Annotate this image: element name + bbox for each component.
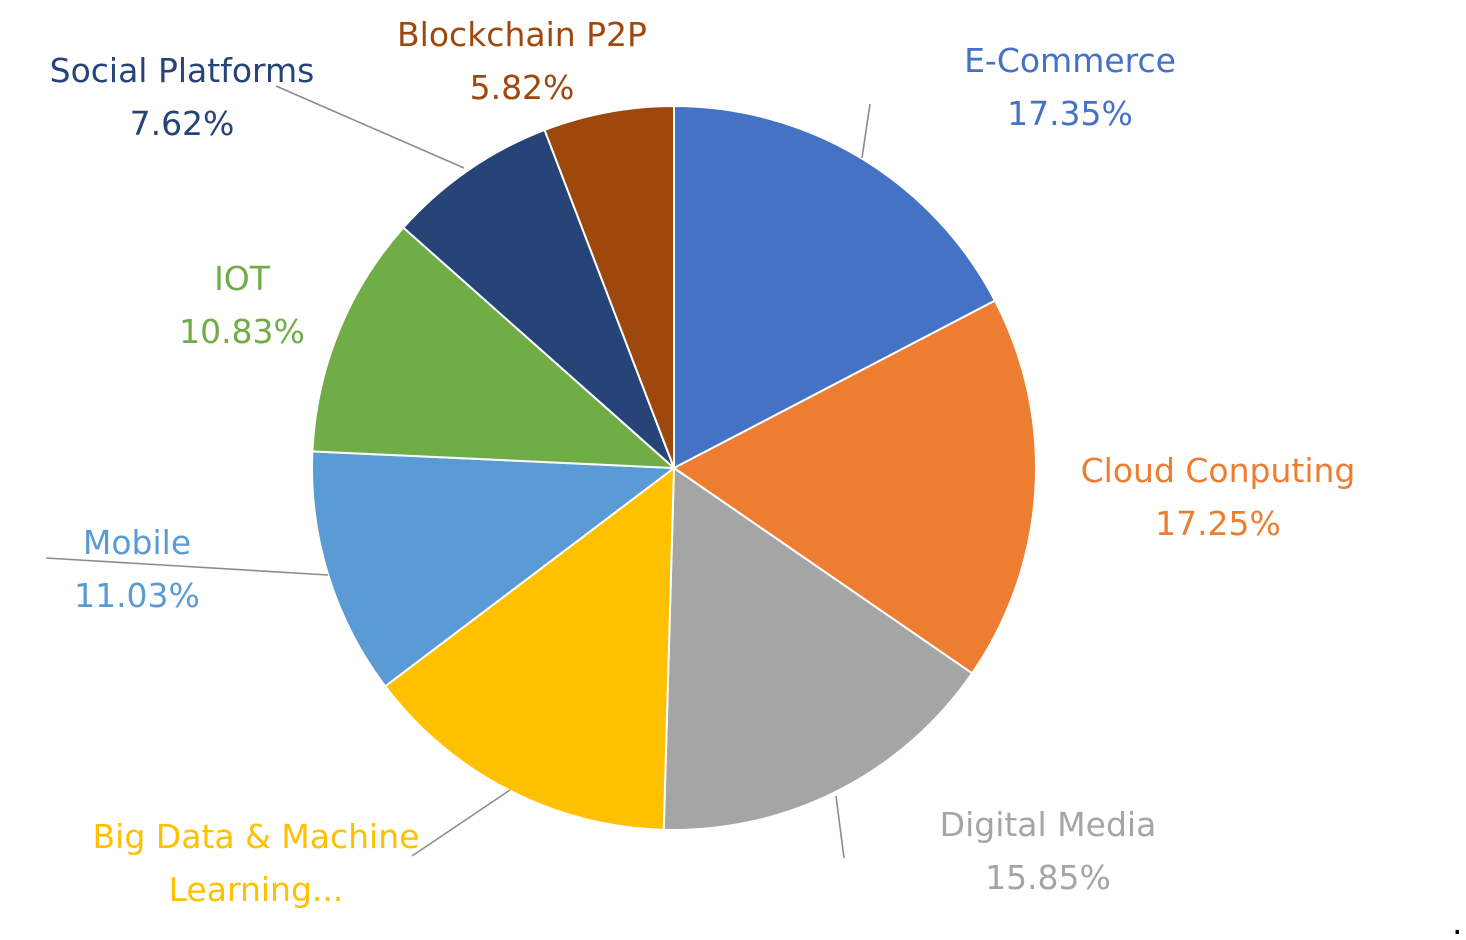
- data-label: Mobile 11.03%: [74, 523, 200, 615]
- leader-line: [835, 795, 845, 859]
- data-label-name: Big Data & Machine: [93, 817, 420, 856]
- pie-slice-iot: [311, 226, 677, 470]
- pie-slice-big-data-machine-learning: [383, 465, 676, 831]
- leader-line: [861, 103, 871, 159]
- data-label-value: 5.82%: [470, 68, 575, 107]
- data-label-value: 7.62%: [130, 104, 235, 143]
- data-label-name: Social Platforms: [50, 51, 315, 90]
- data-label-value: 10.83%: [179, 312, 305, 351]
- data-label: IOT 10.83%: [179, 259, 305, 351]
- data-label: Big Data & Machine Learning...: [93, 817, 420, 909]
- leader-line: [45, 557, 329, 576]
- data-labels: E-Commerce 17.35% Cloud Conputing 17.25% Dig…: [50, 15, 1356, 909]
- pie-slice-mobile: [311, 450, 677, 688]
- data-label: Social Platforms 7.62%: [50, 51, 315, 143]
- data-label: E-Commerce 17.35%: [964, 41, 1176, 133]
- pie-slice-digital-media: [662, 466, 974, 831]
- data-label: Digital Media 15.85%: [940, 805, 1157, 897]
- data-label-name: Mobile: [83, 523, 191, 562]
- data-label: Cloud Conputing 17.25%: [1081, 451, 1356, 543]
- pie-slices: [311, 104, 1037, 831]
- data-label-name: IOT: [214, 259, 271, 298]
- pie-slice-cloud-conputing: [672, 299, 1037, 675]
- leader-line: [275, 85, 465, 169]
- pie-slice-blockchain-p2p: [543, 104, 675, 469]
- data-label-name: Blockchain P2P: [397, 15, 647, 54]
- data-label-name: Cloud Conputing: [1081, 451, 1356, 490]
- data-label-name: Learning...: [169, 870, 344, 909]
- data-label-value: 15.85%: [985, 858, 1111, 897]
- data-label-name: E-Commerce: [964, 41, 1176, 80]
- data-label: Blockchain P2P 5.82%: [397, 15, 647, 107]
- data-label-value: 17.35%: [1007, 94, 1133, 133]
- data-label-name: Digital Media: [940, 805, 1157, 844]
- data-label-value: 11.03%: [74, 576, 200, 615]
- data-label-value: 17.25%: [1155, 504, 1281, 543]
- footnote-dot: .: [1452, 903, 1463, 940]
- pie-slice-social-platforms: [401, 128, 675, 469]
- leader-line: [411, 789, 511, 857]
- pie-slice-e-commerce: [673, 104, 997, 470]
- leader-lines: [45, 85, 871, 859]
